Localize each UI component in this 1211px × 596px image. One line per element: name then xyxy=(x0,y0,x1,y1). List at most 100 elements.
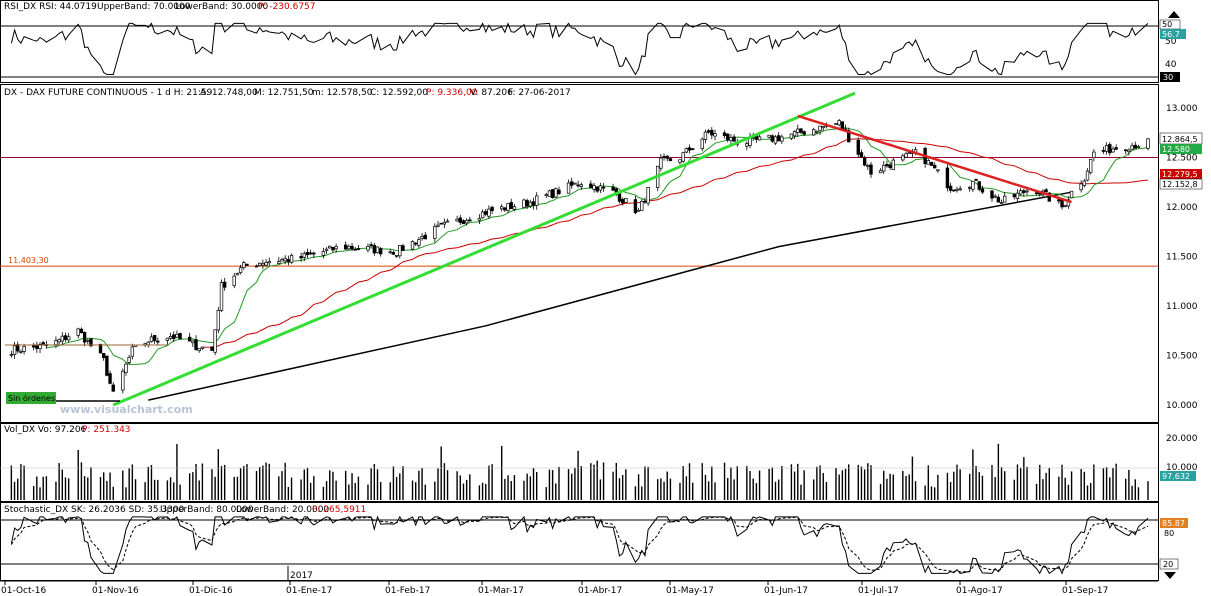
price-tick-label: 11.500 xyxy=(1166,253,1198,263)
date-label: 01-Feb-17 xyxy=(385,586,430,596)
volume-bar xyxy=(644,466,646,500)
rsi-tick-50: 50 xyxy=(1165,37,1177,47)
candle xyxy=(35,341,39,353)
candle xyxy=(869,161,873,178)
volume-bar xyxy=(577,450,579,500)
candle xyxy=(700,137,704,152)
volume-bar xyxy=(679,482,681,500)
candle xyxy=(620,197,625,206)
volume-bar xyxy=(1125,478,1127,500)
candle xyxy=(152,334,157,344)
candle xyxy=(662,153,666,161)
volume-bar xyxy=(647,466,649,500)
price-header-m: M: 12.751,50 xyxy=(254,88,314,98)
price-tick-label: 12.500 xyxy=(1166,154,1198,164)
volume-bar xyxy=(443,463,446,500)
candle xyxy=(547,189,552,197)
volume-bar xyxy=(558,466,560,500)
volume-bar xyxy=(959,469,961,500)
candle xyxy=(124,362,128,376)
candle xyxy=(646,186,650,206)
year-label: 2017 xyxy=(290,571,313,581)
candle xyxy=(245,263,249,266)
volume-bar xyxy=(367,484,369,500)
volume-bar xyxy=(125,487,127,500)
candle xyxy=(280,257,284,262)
volume-bar xyxy=(42,476,44,500)
volume-bar xyxy=(793,471,796,500)
volume-bar xyxy=(36,476,38,500)
volume-bar xyxy=(500,445,503,500)
last-price-badge: 12.864,5 xyxy=(1162,135,1198,144)
volume-bar xyxy=(1019,467,1022,500)
candle xyxy=(102,353,106,361)
volume-bar xyxy=(157,479,159,500)
volume-bar xyxy=(491,464,493,500)
volume-bar xyxy=(991,465,993,500)
candle xyxy=(461,219,466,225)
volume-bar xyxy=(621,475,624,500)
volume-bar xyxy=(1042,479,1044,500)
volume-bar xyxy=(1128,469,1130,500)
volume-bar xyxy=(176,444,178,500)
candle xyxy=(172,331,176,343)
volume-bar xyxy=(956,464,958,500)
stochastic-value-badge: 85.87 xyxy=(1162,519,1185,528)
volume-bar xyxy=(529,476,532,500)
candle xyxy=(79,327,84,334)
uptrend-line[interactable] xyxy=(112,91,856,407)
candle xyxy=(802,130,806,137)
volume-bar xyxy=(911,456,914,500)
candle xyxy=(9,350,14,358)
candle xyxy=(1146,137,1150,151)
candle xyxy=(859,149,864,158)
volume-bar xyxy=(58,463,60,500)
volume-bar xyxy=(459,475,461,500)
volume-bar xyxy=(812,479,815,500)
candle xyxy=(815,130,819,135)
volume-bar xyxy=(262,465,264,500)
volume-bar xyxy=(870,465,872,500)
candle xyxy=(847,127,851,143)
candle xyxy=(1127,148,1131,156)
volume-bar xyxy=(357,476,360,500)
volume-bar xyxy=(860,466,863,500)
volume-bar xyxy=(488,465,490,500)
downtrend-line[interactable] xyxy=(797,114,1072,204)
candle xyxy=(445,218,450,223)
candle xyxy=(535,192,539,210)
volume-bar xyxy=(485,483,487,500)
candle xyxy=(636,207,641,212)
volume-bar xyxy=(322,486,325,500)
candle xyxy=(86,338,90,344)
candle xyxy=(19,349,23,354)
volume-bar xyxy=(90,467,92,500)
candle xyxy=(1079,180,1083,193)
volume-bar xyxy=(746,466,748,500)
volume-bar xyxy=(736,466,738,500)
volume-bar xyxy=(816,466,818,500)
volume-bar xyxy=(39,487,41,500)
volume-bar xyxy=(797,463,799,500)
volume-bar xyxy=(714,482,716,500)
candle xyxy=(595,185,599,193)
candle xyxy=(1111,146,1115,153)
candle xyxy=(66,332,71,343)
candle xyxy=(22,343,26,355)
candle xyxy=(713,129,717,141)
volume-bar xyxy=(67,478,70,500)
volume-bar xyxy=(1137,487,1140,500)
price-header-m2: m: 12.578,50 xyxy=(312,88,373,98)
candle xyxy=(958,185,962,192)
candle xyxy=(888,163,892,171)
orders-badge[interactable]: Sin órdenes xyxy=(8,393,55,403)
scroll-up-icon[interactable] xyxy=(1168,11,1180,18)
volume-bar xyxy=(902,470,904,500)
candle xyxy=(57,338,61,346)
volume-bar xyxy=(580,466,582,500)
volume-bar xyxy=(1147,481,1149,500)
scroll-down-icon[interactable] xyxy=(1164,572,1176,579)
candle xyxy=(487,205,491,220)
volume-bar xyxy=(1070,471,1073,500)
volume-bar xyxy=(169,477,172,500)
